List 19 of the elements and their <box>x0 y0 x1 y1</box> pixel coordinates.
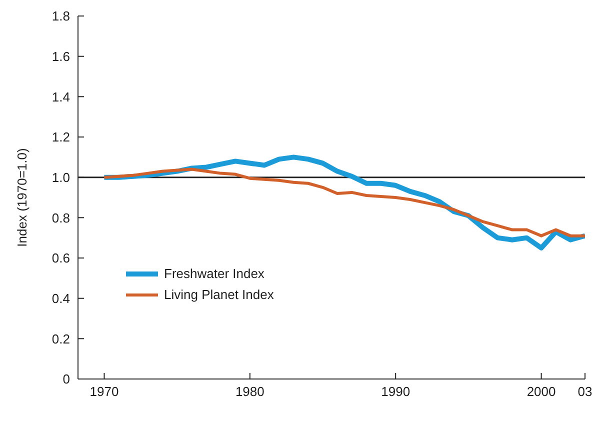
y-tick-label: 1.6 <box>52 48 70 64</box>
y-tick-label: 1.4 <box>52 89 70 104</box>
y-tick-label: 0.6 <box>52 250 70 266</box>
x-tick-label: 1990 <box>381 384 410 400</box>
legend-label: Living Planet Index <box>164 287 274 302</box>
y-tick-label: 1.2 <box>52 130 70 145</box>
y-tick-label: 0.4 <box>52 290 70 306</box>
x-tick-label: 1980 <box>235 384 264 400</box>
y-tick-label: 1.0 <box>52 170 70 185</box>
y-tick-label: 1.8 <box>52 8 70 24</box>
y-axis-title: Index (1970=1.0) <box>14 148 30 247</box>
x-tick-label: 1970 <box>90 384 119 400</box>
x-tick-label: 2000 <box>526 384 556 400</box>
y-tick-label: 0 <box>62 372 70 387</box>
legend-label: Freshwater Index <box>164 266 264 281</box>
y-tick-label: 0.2 <box>52 331 70 346</box>
x-tick-label: 03 <box>578 384 592 400</box>
line-series <box>102 168 585 238</box>
y-tick-label: 0.8 <box>52 210 70 226</box>
